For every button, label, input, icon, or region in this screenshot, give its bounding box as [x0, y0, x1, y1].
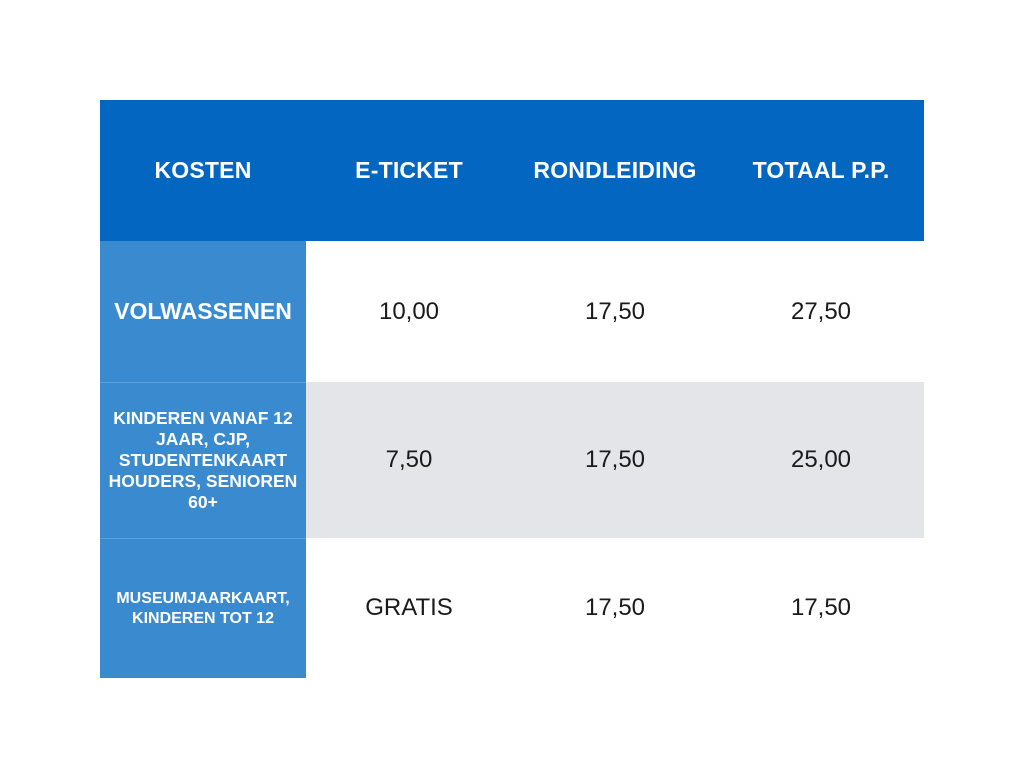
cell-rondleiding: 17,50 — [584, 297, 646, 325]
cell-rondleiding: 17,50 — [584, 446, 646, 473]
cell-totaal: 25,00 — [790, 446, 852, 473]
cell-totaal: 17,50 — [790, 594, 852, 621]
header-totaal: TOTAAL P.P. — [752, 157, 890, 183]
cell-e-ticket: 7,50 — [385, 446, 433, 473]
table-row: VOLWASSENEN 10,00 17,50 27,50 — [100, 241, 924, 382]
table-row: KINDEREN VANAF 12 JAAR, CJP, STUDENTENKA… — [100, 382, 924, 538]
row-label-kinderen-vanaf-12: KINDEREN VANAF 12 JAAR, CJP, STUDENTENKA… — [100, 382, 306, 538]
header-e-ticket: E-TICKET — [355, 157, 463, 183]
header-kosten: KOSTEN — [154, 157, 252, 183]
row-label-volwassenen: VOLWASSENEN — [100, 241, 306, 382]
cell-rondleiding: 17,50 — [584, 594, 646, 621]
table-row: MUSEUMJAARKAART, KINDEREN TOT 12 GRATIS … — [100, 538, 924, 678]
price-table: KOSTEN E-TICKET RONDLEIDING TOTAAL P.P. … — [100, 100, 924, 678]
row-label-museumjaarkaart: MUSEUMJAARKAART, KINDEREN TOT 12 — [100, 538, 306, 678]
table-header-row: KOSTEN E-TICKET RONDLEIDING TOTAAL P.P. — [100, 100, 924, 241]
header-rondleiding: RONDLEIDING — [533, 157, 697, 183]
cell-totaal: 27,50 — [790, 297, 852, 325]
cell-e-ticket: 10,00 — [378, 297, 440, 325]
cell-e-ticket: GRATIS — [365, 594, 453, 621]
